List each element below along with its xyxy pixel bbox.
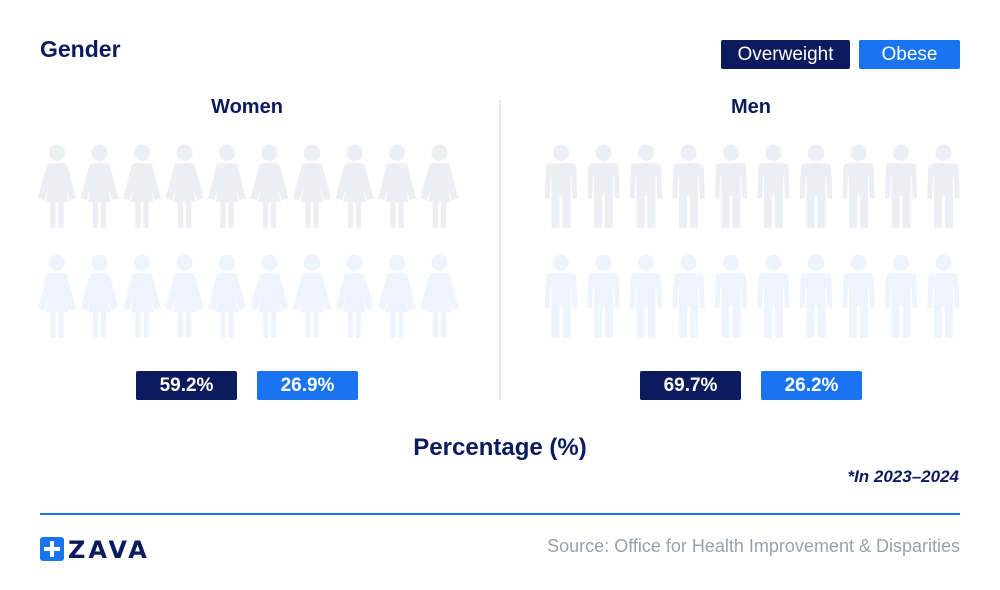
legend-overweight: Overweight: [721, 40, 850, 69]
icon-empty: [250, 144, 289, 228]
woman-icon: [250, 254, 289, 338]
man-icon: [587, 144, 620, 228]
woman-icon: [293, 144, 331, 228]
woman-icon: [420, 254, 459, 338]
icon-empty: [80, 144, 119, 228]
icon-empty: [378, 144, 416, 228]
man-icon: [842, 144, 875, 228]
icon-empty: [544, 144, 578, 228]
man-icon: [842, 254, 875, 338]
icon-empty: [293, 144, 331, 228]
woman-icon: [250, 144, 289, 228]
source-text: Source: Office for Health Improvement & …: [547, 536, 960, 556]
icon-empty: [714, 254, 748, 338]
man-icon: [927, 144, 960, 228]
value-label-women-obese: 26.9%: [257, 371, 358, 400]
man-icon: [544, 254, 578, 338]
woman-icon: [165, 254, 204, 338]
woman-icon: [378, 144, 416, 228]
icon-empty: [927, 254, 960, 338]
icon-empty: [587, 144, 620, 228]
woman-icon: [80, 144, 119, 228]
panel-label-men: Men: [731, 96, 771, 118]
icon-empty: [629, 254, 663, 338]
woman-icon: [420, 144, 459, 228]
man-icon: [629, 254, 663, 338]
man-icon: [757, 254, 790, 338]
icon-empty: [420, 254, 459, 338]
icon-empty: [208, 144, 246, 228]
icon-empty: [842, 144, 875, 228]
icon-empty: [757, 144, 790, 228]
value-label-women-overweight: 59.2%: [136, 371, 237, 400]
man-icon: [927, 254, 960, 338]
man-icon: [587, 254, 620, 338]
icon-empty: [208, 254, 246, 338]
icon-empty: [38, 144, 76, 228]
woman-icon: [335, 144, 374, 228]
plus-square-icon: [40, 537, 64, 561]
icon-empty: [672, 144, 705, 228]
value-label-men-overweight: 69.7%: [640, 371, 741, 400]
woman-icon: [208, 144, 246, 228]
icon-empty: [884, 254, 918, 338]
man-icon: [714, 254, 748, 338]
icon-empty: [293, 254, 331, 338]
icon-empty: [335, 254, 374, 338]
man-icon: [629, 144, 663, 228]
icon-empty: [714, 144, 748, 228]
icon-empty: [123, 254, 161, 338]
man-icon: [884, 254, 918, 338]
woman-icon: [80, 254, 119, 338]
icon-empty: [842, 254, 875, 338]
icon-empty: [250, 254, 289, 338]
logo-text: ZAVA: [68, 536, 150, 562]
icon-empty: [335, 144, 374, 228]
woman-icon: [38, 254, 76, 338]
man-icon: [544, 144, 578, 228]
woman-icon: [293, 254, 331, 338]
icon-empty: [38, 254, 76, 338]
woman-icon: [123, 254, 161, 338]
footer-divider: [40, 513, 960, 515]
man-icon: [799, 144, 833, 228]
icon-empty: [884, 144, 918, 228]
panel-divider: [499, 100, 501, 400]
icon-empty: [757, 254, 790, 338]
icon-empty: [165, 254, 204, 338]
footnote: *In 2023–2024: [847, 467, 959, 486]
man-icon: [672, 254, 705, 338]
panel-label-women: Women: [211, 96, 283, 118]
man-icon: [757, 144, 790, 228]
woman-icon: [165, 144, 204, 228]
icon-empty: [587, 254, 620, 338]
icon-empty: [80, 254, 119, 338]
woman-icon: [378, 254, 416, 338]
icon-empty: [123, 144, 161, 228]
icon-empty: [544, 254, 578, 338]
man-icon: [672, 144, 705, 228]
man-icon: [884, 144, 918, 228]
value-label-men-obese: 26.2%: [761, 371, 862, 400]
chart-title: Gender: [40, 36, 121, 62]
woman-icon: [335, 254, 374, 338]
icon-empty: [799, 144, 833, 228]
icon-empty: [378, 254, 416, 338]
icon-empty: [165, 144, 204, 228]
man-icon: [799, 254, 833, 338]
woman-icon: [38, 144, 76, 228]
icon-empty: [927, 144, 960, 228]
icon-empty: [420, 144, 459, 228]
man-icon: [714, 144, 748, 228]
axis-label: Percentage (%): [413, 434, 587, 461]
icon-empty: [799, 254, 833, 338]
legend-obese: Obese: [859, 40, 960, 69]
icon-empty: [629, 144, 663, 228]
woman-icon: [208, 254, 246, 338]
woman-icon: [123, 144, 161, 228]
icon-empty: [672, 254, 705, 338]
zava-logo: ZAVA: [40, 536, 150, 562]
